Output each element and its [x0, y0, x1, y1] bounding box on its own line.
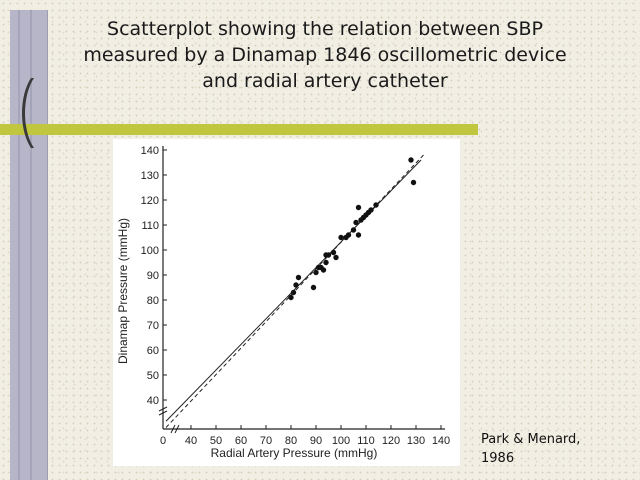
x-tick-label: 60 — [235, 435, 247, 447]
data-point — [295, 274, 302, 281]
x-tick-label: 50 — [210, 435, 222, 447]
y-tick-label: 60 — [147, 345, 159, 357]
data-point — [373, 202, 379, 208]
x-axis-title: Radial Artery Pressure (mmHg) — [211, 446, 378, 460]
scatterplot-chart: 40 50 60 70 80 90 100 110 120 130 140 0 40 50 60 70 80 90… — [113, 139, 460, 466]
data-point — [368, 207, 374, 213]
slide-title: Scatterplot showing the relation between… — [83, 18, 567, 92]
citation: Park & Menard, 1986 — [481, 430, 580, 468]
citation-authors: Park & Menard, — [481, 432, 581, 447]
x-tick-label: 40 — [185, 435, 197, 447]
x-tick-label: 100 — [332, 435, 350, 447]
data-point — [355, 232, 362, 238]
bar-stripe — [18, 10, 20, 480]
x-axis-break-mark — [174, 424, 180, 434]
y-axis-break-mark — [158, 406, 168, 412]
y-tick-label: 70 — [147, 320, 159, 332]
x-tick-label: 70 — [260, 435, 272, 447]
y-tick-label: 120 — [141, 195, 159, 207]
data-point — [410, 179, 417, 186]
data-point — [310, 284, 317, 291]
data-point — [330, 249, 337, 256]
x-tick-label: 90 — [310, 435, 322, 447]
data-point — [288, 294, 294, 301]
data-point — [345, 232, 352, 238]
data-point — [323, 259, 329, 266]
data-point — [333, 254, 339, 261]
data-point — [355, 204, 362, 211]
scatterplot-svg: 40 50 60 70 80 90 100 110 120 130 140 0 40 50 60 70 80 90… — [116, 145, 450, 460]
data-point — [408, 157, 414, 163]
data-point — [313, 269, 319, 276]
data-point — [325, 252, 332, 258]
y-tick-label: 90 — [147, 270, 159, 282]
data-point — [353, 219, 359, 226]
data-point — [320, 267, 327, 273]
accent-horizontal-line — [0, 124, 478, 135]
y-tick-label: 100 — [141, 245, 159, 257]
y-tick-label: 140 — [141, 145, 159, 157]
y-tick-label: 80 — [147, 295, 159, 307]
data-point — [350, 227, 357, 233]
bar-stripe — [30, 10, 32, 480]
data-point — [338, 234, 344, 241]
y-tick-label: 130 — [141, 170, 159, 182]
y-tick-label: 110 — [141, 220, 159, 232]
x-tick-label: 110 — [357, 435, 375, 447]
y-tick-label: 50 — [147, 370, 159, 382]
x-tick-label: 80 — [285, 435, 297, 447]
left-decorative-bar — [10, 10, 48, 480]
x-tick-label: 120 — [382, 435, 400, 447]
x-tick-label: 0 — [160, 435, 166, 447]
y-axis-break-mark — [158, 410, 168, 416]
x-axis-break-mark — [170, 424, 176, 434]
y-tick-label: 40 — [147, 395, 159, 407]
x-tick-label: 140 — [432, 435, 450, 447]
citation-year: 1986 — [481, 451, 515, 466]
y-axis-title: Dinamap Pressure (mmHg) — [116, 218, 130, 364]
data-point — [290, 289, 297, 296]
bracket-ornament — [22, 78, 34, 148]
x-tick-label: 130 — [407, 435, 425, 447]
data-point — [293, 282, 299, 288]
